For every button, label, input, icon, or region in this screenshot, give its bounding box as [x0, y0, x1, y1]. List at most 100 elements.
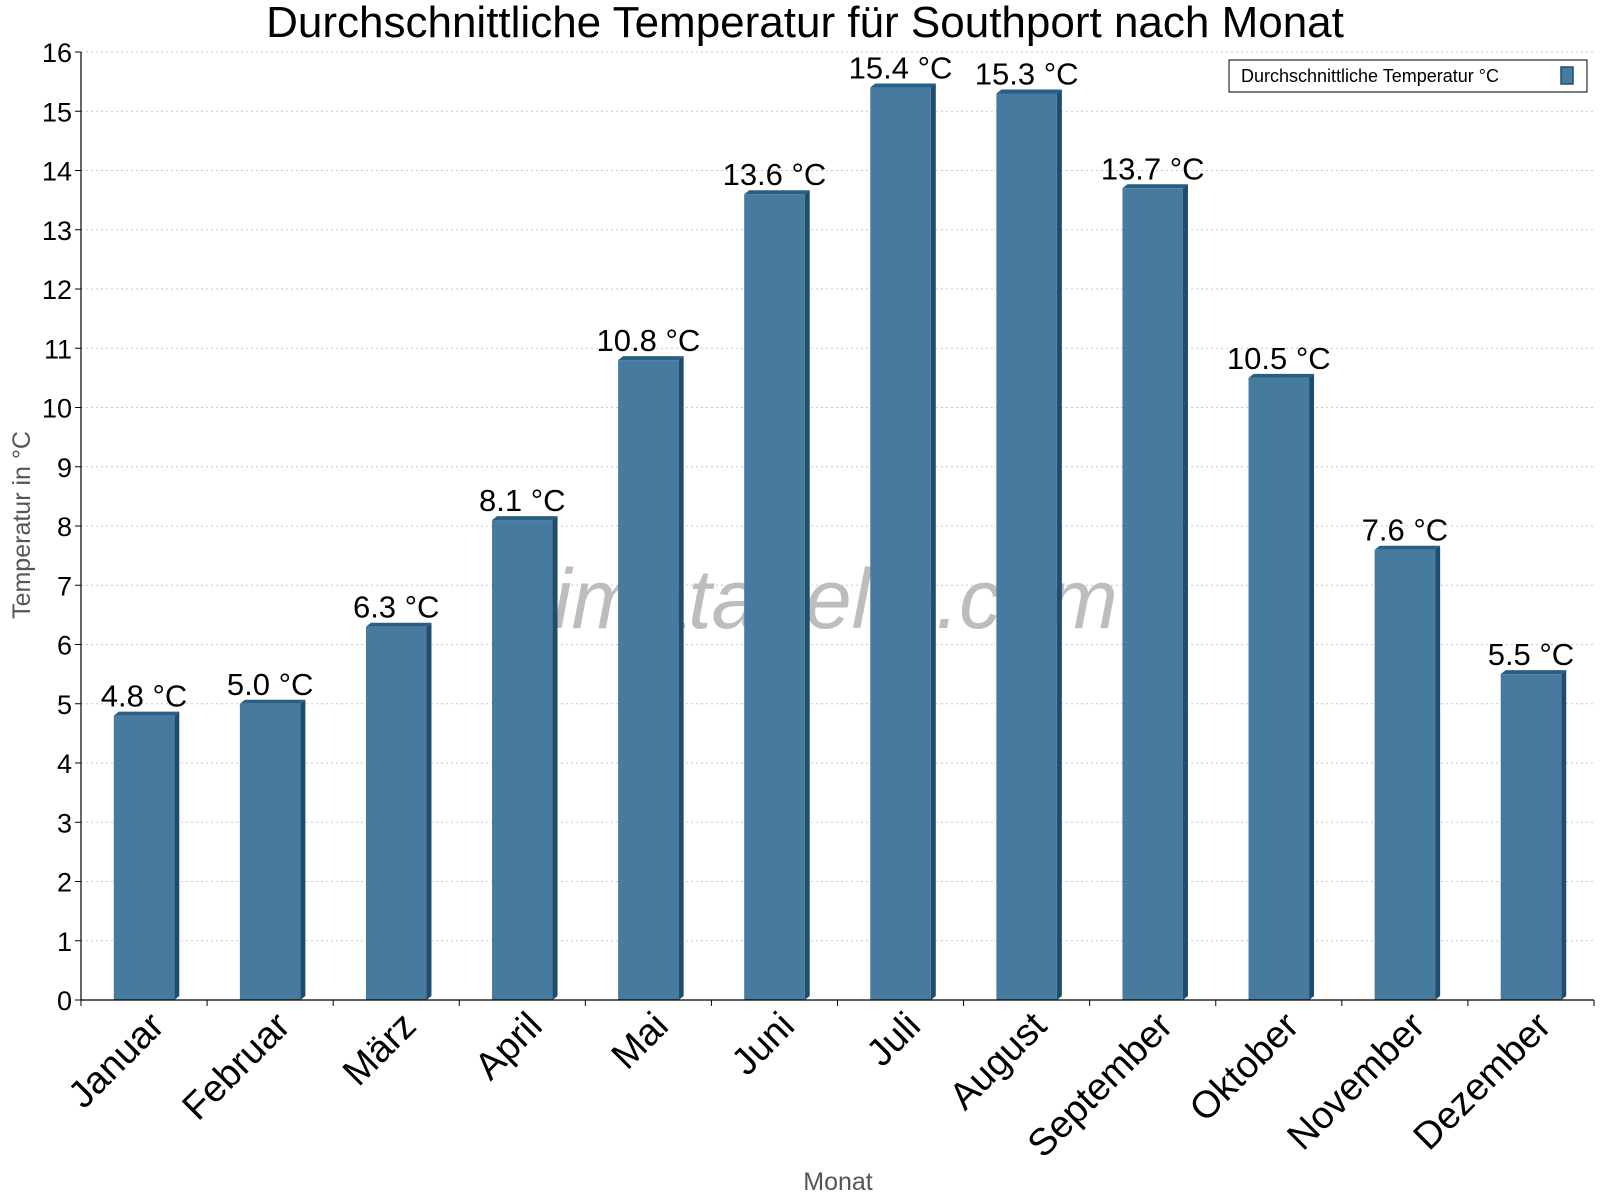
y-tick-label: 1: [57, 927, 72, 957]
x-tick-label: Juni: [724, 1005, 803, 1084]
bar-top: [365, 622, 432, 627]
bar-top: [113, 711, 180, 716]
y-tick-label: 7: [57, 571, 72, 601]
bar-face: [1248, 377, 1310, 1000]
bar-februar: [239, 699, 306, 1000]
bar-face: [1122, 188, 1183, 1000]
y-axis-label: Temperatur in °C: [8, 431, 36, 619]
bar-side: [678, 356, 684, 1001]
bar-side: [174, 711, 180, 1000]
bar-face: [618, 360, 679, 1001]
data-label: 13.6 °C: [723, 157, 827, 192]
bar-face: [744, 194, 805, 1000]
x-tick-label: Juli: [859, 1005, 929, 1075]
data-label: 15.3 °C: [975, 56, 1079, 91]
x-tick-label: Oktober: [1182, 1004, 1308, 1130]
y-tick-label: 16: [42, 38, 72, 68]
bar-face: [870, 87, 931, 1001]
bar-face: [492, 520, 553, 1000]
legend: Durchschnittliche Temperatur °C: [1228, 59, 1588, 93]
x-tick-label: Dezember: [1406, 1004, 1560, 1158]
bar-face: [1374, 549, 1436, 1000]
x-tick-label: August: [942, 1004, 1056, 1118]
y-tick-label: 9: [57, 453, 72, 483]
legend-box: [1228, 59, 1588, 93]
y-tick-label: 3: [57, 808, 72, 838]
bar-august: [996, 89, 1062, 1001]
bar-face: [1500, 674, 1562, 1000]
bar-side: [300, 699, 306, 1000]
data-label: 15.4 °C: [849, 51, 953, 86]
y-tick-label: 0: [57, 986, 72, 1016]
data-label: 13.7 °C: [1101, 151, 1205, 186]
bar-top: [1500, 670, 1567, 675]
legend-swatch: [1560, 66, 1574, 85]
bar-top: [1374, 545, 1441, 550]
bar-mai: [618, 356, 684, 1001]
bar-side: [804, 190, 810, 1000]
chart-title: Durchschnittliche Temperatur für Southpo…: [266, 0, 1344, 47]
y-tick-label: 12: [42, 275, 72, 305]
y-tick-label: 13: [42, 216, 72, 246]
x-ticks: Januar Februar März April Mai Juni Juli AugustS…: [61, 1000, 1595, 1166]
x-tick-label: April: [467, 1005, 550, 1088]
bar-november: [1374, 545, 1441, 1000]
y-tick-label: 11: [44, 334, 72, 364]
bar-märz: [365, 622, 432, 1000]
y-tick-label: 14: [42, 157, 72, 187]
x-tick-label: Februar: [175, 1004, 299, 1128]
bar-face: [996, 93, 1057, 1001]
data-label: 7.6 °C: [1362, 513, 1449, 548]
bar-side: [426, 622, 432, 1000]
bar-top: [870, 83, 936, 88]
bar-top: [618, 356, 684, 361]
x-tick-label: Januar: [61, 1004, 173, 1116]
bar-side: [1182, 184, 1188, 1000]
x-tick-label: November: [1280, 1004, 1434, 1158]
y-tick-label: 2: [57, 868, 72, 898]
bar-oktober: [1248, 373, 1315, 1000]
bar-januar: [113, 711, 180, 1000]
data-label: 10.5 °C: [1227, 341, 1331, 376]
data-label: 6.3 °C: [353, 590, 440, 625]
bar-top: [1248, 373, 1315, 378]
bars: [113, 83, 1567, 1001]
bar-top: [744, 190, 810, 195]
data-label: 4.8 °C: [101, 679, 188, 714]
bar-face: [239, 703, 301, 1000]
bar-top: [492, 516, 558, 521]
y-tick-label: 4: [57, 749, 72, 779]
bar-side: [552, 516, 558, 1000]
y-tick-label: 6: [57, 631, 72, 661]
y-tick-label: 10: [42, 394, 72, 424]
data-label: 5.5 °C: [1488, 637, 1575, 672]
bar-september: [1122, 184, 1188, 1000]
x-tick-label: Mai: [604, 1005, 677, 1078]
data-label: 10.8 °C: [597, 323, 701, 358]
bar-top: [1122, 184, 1188, 189]
bar-side: [1309, 373, 1315, 1000]
bar-side: [930, 83, 936, 1001]
bar-side: [1056, 89, 1062, 1001]
data-label: 5.0 °C: [227, 667, 314, 702]
bar-top: [239, 699, 306, 704]
bar-side: [1561, 670, 1567, 1000]
bar-face: [113, 715, 175, 1000]
bar-dezember: [1500, 670, 1567, 1000]
bar-juni: [744, 190, 810, 1000]
data-labels: 4.8 °C 5.0 °C 6.3 °C 8.1 °C 10.8 °C 13.6 °C 15…: [101, 51, 1574, 714]
bar-april: [492, 516, 558, 1000]
y-tick-label: 8: [57, 512, 72, 542]
bar-juli: [870, 83, 936, 1001]
x-axis-label: Monat: [803, 1168, 873, 1196]
bar-face: [365, 626, 427, 1000]
bar-top: [996, 89, 1062, 94]
data-label: 8.1 °C: [479, 483, 566, 518]
bar-side: [1435, 545, 1441, 1000]
y-tick-label: 15: [42, 97, 72, 127]
legend-label: Durchschnittliche Temperatur °C: [1241, 66, 1499, 86]
x-tick-label: März: [335, 1005, 424, 1094]
gridlines: [81, 51, 1594, 942]
